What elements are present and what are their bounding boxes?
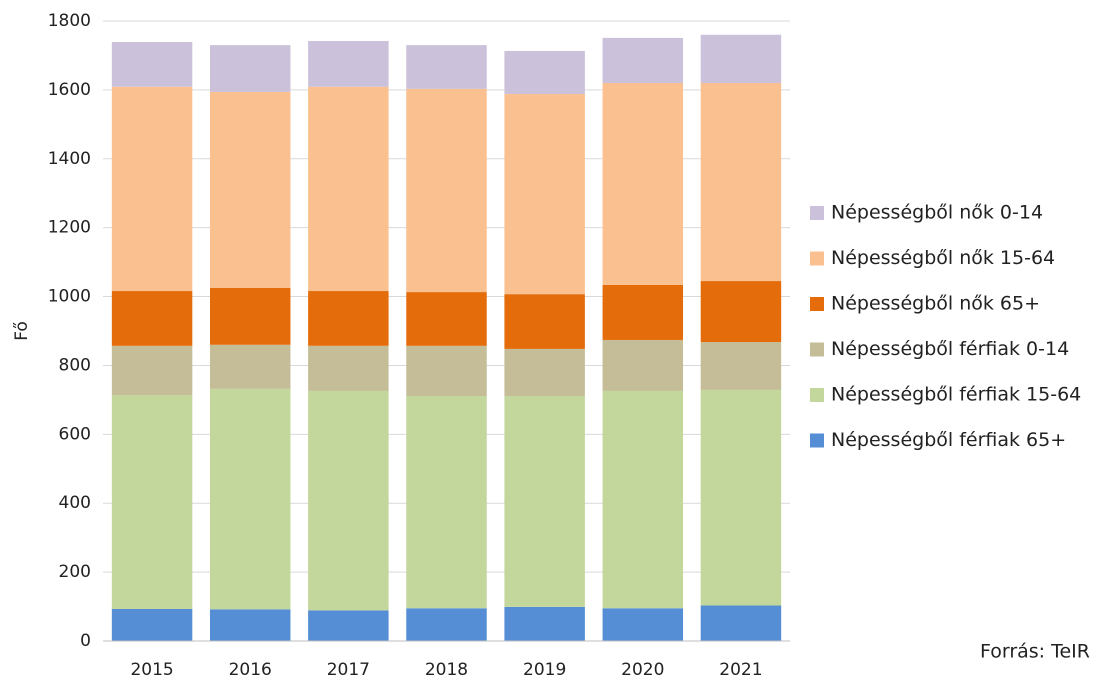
bar-segment	[209, 344, 291, 389]
y-tick-label: 400	[59, 493, 91, 513]
x-tick-label: 2015	[130, 660, 173, 680]
bar-segment	[602, 284, 684, 340]
bar-segment	[209, 45, 291, 92]
bar-segment	[700, 342, 782, 390]
y-tick-label: 1000	[48, 287, 91, 307]
bar-segment	[209, 388, 291, 610]
x-tick-label: 2016	[229, 660, 272, 680]
bar-segment	[602, 339, 684, 391]
bar-segment	[111, 291, 193, 346]
bar-segment	[504, 348, 585, 397]
bar-segment	[700, 281, 782, 343]
bar-segment	[209, 287, 291, 345]
bar-segment	[504, 294, 585, 349]
legend-label: Népességből férfiak 0-14	[831, 338, 1069, 360]
bar-segment	[308, 345, 389, 391]
bar-segment	[308, 40, 389, 87]
bar-segment	[602, 83, 684, 285]
bar-segment	[700, 389, 782, 606]
bar-segment	[504, 606, 585, 641]
y-tick-label: 1800	[48, 11, 91, 31]
y-tick-label: 600	[59, 424, 91, 444]
bar-segment	[308, 610, 389, 641]
legend-swatch	[810, 297, 824, 311]
legend-swatch	[810, 433, 824, 448]
bar-segment	[700, 605, 782, 641]
y-tick-label: 0	[80, 631, 91, 651]
legend-label: Népességből nők 15-64	[831, 247, 1055, 269]
bar-segment	[111, 42, 193, 87]
x-tick-label: 2020	[621, 660, 664, 680]
legend-swatch	[810, 206, 824, 220]
bar-segment	[602, 390, 684, 609]
legend-swatch	[810, 251, 824, 266]
legend-swatch	[810, 388, 824, 402]
x-tick-label: 2019	[523, 660, 566, 680]
bar-segment	[406, 345, 487, 397]
bar-segment	[406, 292, 487, 346]
bar-segment	[700, 83, 782, 282]
y-tick-label: 800	[59, 355, 91, 375]
bar-segment	[406, 608, 487, 641]
bar-segment	[308, 86, 389, 292]
bar-segment	[209, 609, 291, 641]
bar-segment	[406, 88, 487, 293]
bar-segment	[504, 50, 585, 95]
bar-segment	[602, 608, 684, 641]
source: Forrás: TeIR	[980, 641, 1090, 663]
x-tick-label: 2018	[425, 660, 468, 680]
x-tick-label: 2021	[719, 660, 762, 680]
legend-label: Népességből férfiak 15-64	[831, 384, 1081, 406]
bar-segment	[111, 395, 193, 609]
legend-label: Népességből nők 65+	[831, 293, 1040, 315]
bar-segment	[308, 291, 389, 346]
bar-segment	[209, 91, 291, 288]
bar-segment	[602, 37, 684, 83]
y-tick-label: 1600	[48, 80, 91, 100]
legend-label: Népességből nők 0-14	[831, 202, 1043, 224]
bar-segment	[111, 608, 193, 641]
x-tick-label: 2017	[327, 660, 370, 680]
y-axis-label: Fő	[12, 321, 32, 341]
legend-label: Népességből férfiak 65+	[831, 429, 1066, 451]
bar-segment	[406, 396, 487, 609]
bar-segment	[406, 45, 487, 89]
y-tick-label: 200	[59, 562, 91, 582]
y-tick-label: 1200	[48, 218, 91, 238]
bar-segment	[111, 345, 193, 396]
legend-swatch	[810, 342, 824, 357]
bar-segment	[111, 86, 193, 292]
y-tick-label: 1400	[48, 149, 91, 169]
bar-segment	[700, 34, 782, 83]
bar-segment	[504, 396, 585, 607]
bar-segment	[504, 94, 585, 295]
bar-segment	[308, 390, 389, 611]
